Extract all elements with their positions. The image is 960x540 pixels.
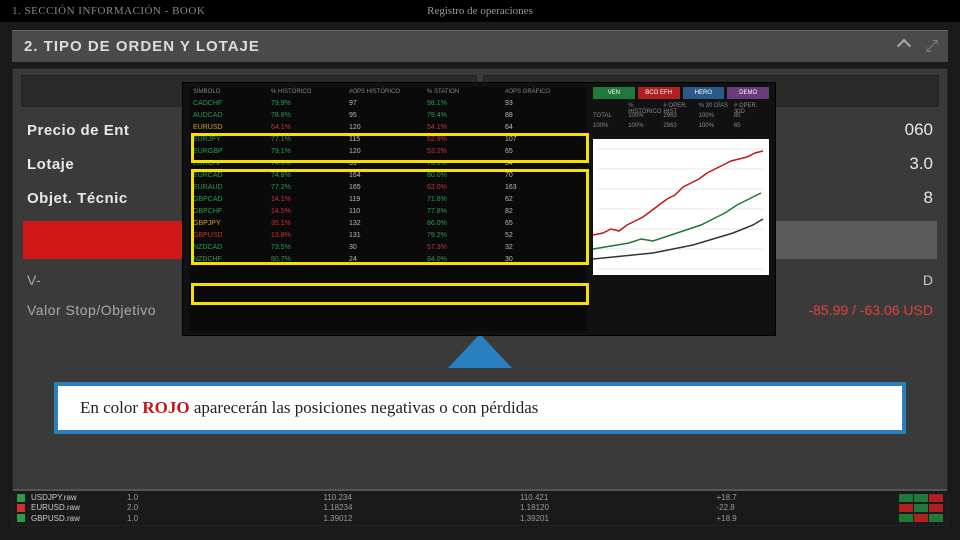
table-row: [189, 277, 587, 289]
position-row[interactable]: USDJPY.raw1.0110.234110.421+18.7: [17, 493, 943, 502]
info-callout: En color ROJO aparecerán las posiciones …: [54, 382, 906, 434]
positions-strip: USDJPY.raw1.0110.234110.421+18.7EURUSD.r…: [13, 489, 947, 525]
table-row: EURCHF74.5%3973.1%34: [189, 157, 587, 169]
filter-button[interactable]: HERO: [683, 87, 725, 99]
table-row: GBPCHF14.5%11077.8%82: [189, 205, 587, 217]
filter-button[interactable]: DEMO: [727, 87, 769, 99]
table-row: EURCAD74.8%16480.0%70: [189, 169, 587, 181]
collapse-icon[interactable]: [899, 38, 915, 48]
table-row: AUDCAD78.8%9579.4%88: [189, 109, 587, 121]
table-row: CADCHF79.9%9798.1%93: [189, 97, 587, 109]
table-row: EURUSD64.1%12054.1%64: [189, 121, 587, 133]
table-header: SÍMBOLO% HISTÓRICO#OPS HISTÓRICO% STATIO…: [189, 87, 587, 97]
table-row: GBPCAD14.1%11971.8%62: [189, 193, 587, 205]
callout-keyword: ROJO: [142, 398, 189, 417]
value-pip-label: V-: [27, 272, 41, 288]
value-pip-value: D: [923, 272, 933, 288]
callout-pointer: [448, 334, 512, 368]
stats-overlay: SÍMBOLO% HISTÓRICO#OPS HISTÓRICO% STATIO…: [182, 82, 776, 336]
position-row[interactable]: EURUSD.raw2.01.182341.18120-22.8: [17, 503, 943, 512]
breadcrumb: 1. SECCIÓN INFORMACIÓN - BOOK: [0, 5, 205, 17]
symbol-stats-table: SÍMBOLO% HISTÓRICO#OPS HISTÓRICO% STATIO…: [189, 87, 587, 331]
table-row: NZDCHF80.7%2484.0%30: [189, 253, 587, 265]
table-row: EURGBP79.1%12053.2%65: [189, 145, 587, 157]
filter-button[interactable]: BCO EFH: [638, 87, 680, 99]
filter-button[interactable]: VEN: [593, 87, 635, 99]
lot-label: Lotaje: [27, 156, 74, 173]
target-label: Objet. Técnic: [27, 190, 128, 207]
lot-value: 3.0: [909, 154, 933, 174]
stop-target-label: Valor Stop/Objetivo: [27, 302, 156, 318]
callout-text: En color: [80, 398, 142, 417]
entry-price-label: Precio de Ent: [27, 122, 129, 139]
top-bar: 1. SECCIÓN INFORMACIÓN - BOOK Registro d…: [0, 0, 960, 22]
callout-text: aparecerán las posiciones negativas o co…: [190, 398, 539, 417]
performance-chart: [593, 139, 769, 275]
entry-price-value: 060: [905, 120, 933, 140]
stop-target-value: -85.99 / -63.06 USD: [808, 302, 933, 318]
target-value: 8: [924, 188, 933, 208]
summary-stats: % HISTÓRICO# OPER. HIST% 30 DÍAS# OPER. …: [593, 103, 769, 133]
table-row: EURJPY77.1%11552.9%107: [189, 133, 587, 145]
panel-header: 2. TIPO DE ORDEN Y LOTAJE ⤢: [12, 30, 948, 62]
panel-title: 2. TIPO DE ORDEN Y LOTAJE: [24, 38, 260, 55]
expand-icon[interactable]: ⤢: [925, 38, 938, 56]
table-row: GBPJPY35.1%13286.0%65: [189, 217, 587, 229]
table-row: [189, 265, 587, 277]
table-row: EURAUD77.2%16562.0%163: [189, 181, 587, 193]
table-row: GBPUSD13.8%13179.2%52: [189, 229, 587, 241]
page-title: Registro de operaciones: [427, 5, 533, 17]
position-row[interactable]: GBPUSD.raw1.01.390121.39201+18.9: [17, 514, 943, 523]
overlay-right-panel: VENBCO EFHHERODEMO % HISTÓRICO# OPER. HI…: [593, 87, 769, 331]
table-row: NZDCAD73.5%3057.3%32: [189, 241, 587, 253]
